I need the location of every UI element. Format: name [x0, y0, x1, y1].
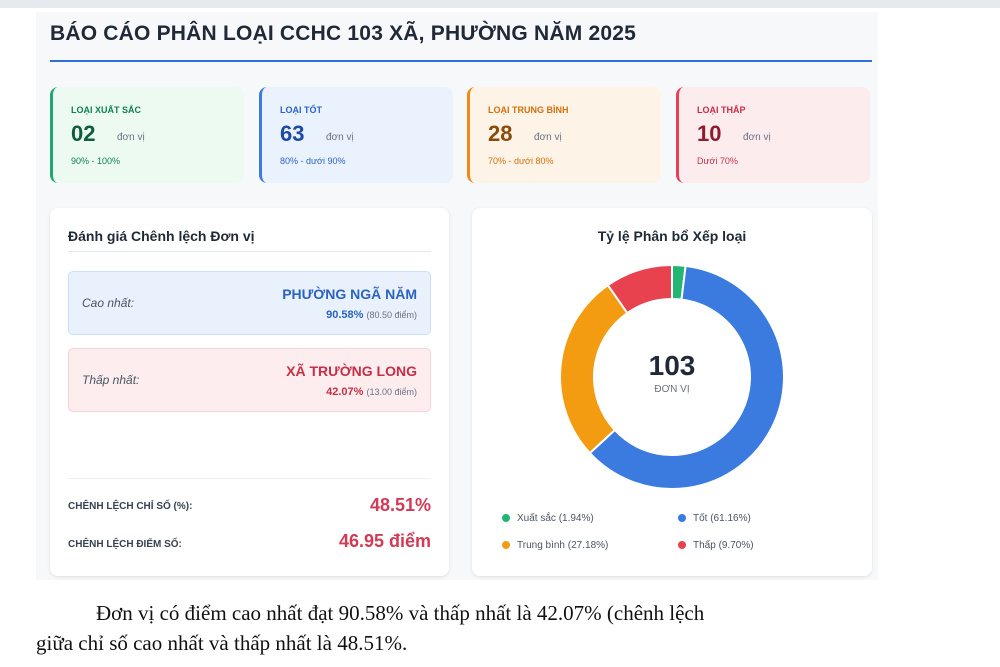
card-trung-binh: LOẠI TRUNG BÌNH 28 đơn vị 70% - dưới 80%: [467, 87, 661, 183]
diff-points-label: CHÊNH LỆCH ĐIỂM SỐ:: [68, 539, 182, 550]
card-tot: LOẠI TỐT 63 đơn vị 80% - dưới 90%: [259, 87, 453, 183]
card-unit: đơn vị: [117, 132, 145, 143]
legend-label: Xuất sắc (1.94%): [517, 513, 594, 524]
card-unit: đơn vị: [326, 132, 354, 143]
legend-dot: [678, 514, 686, 522]
highest-label: Cao nhất:: [82, 296, 135, 310]
card-unit: đơn vị: [534, 132, 562, 143]
report-title: BÁO CÁO PHÂN LOẠI CCHC 103 XÃ, PHƯỜNG NĂ…: [50, 22, 636, 45]
card-range: 70% - dưới 80%: [488, 156, 554, 166]
card-label: LOẠI TRUNG BÌNH: [488, 105, 569, 115]
caption-line-1: Đơn vị có điểm cao nhất đạt 90.58% và th…: [96, 601, 705, 625]
center-total: 103: [649, 350, 696, 381]
report-panel: BÁO CÁO PHÂN LOẠI CCHC 103 XÃ, PHƯỜNG NĂ…: [36, 12, 878, 580]
legend-dot: [502, 541, 510, 549]
divider: [68, 251, 431, 252]
card-label: LOẠI TỐT: [280, 105, 322, 115]
card-unit: đơn vị: [743, 132, 771, 143]
comparison-panel: Đánh giá Chênh lệch Đơn vị Cao nhất: PHƯ…: [50, 208, 449, 576]
donut-slice: [588, 264, 785, 490]
legend-dot: [678, 541, 686, 549]
legend-label: Thấp (9.70%): [693, 540, 754, 551]
legend-dot: [502, 514, 510, 522]
legend-label: Tốt (61.16%): [693, 513, 751, 524]
card-range: 90% - 100%: [71, 156, 121, 166]
divider: [68, 478, 431, 479]
distribution-panel: Tỷ lệ Phân bổ Xếp loại 103 ĐƠN VỊ Xuất s…: [472, 208, 872, 576]
diff-points-value: 46.95 điểm: [338, 531, 431, 551]
card-range: Dưới 70%: [697, 156, 738, 166]
legend-item: Xuất sắc (1.94%): [502, 513, 594, 524]
comparison-title: Đánh giá Chênh lệch Đơn vị: [68, 228, 255, 244]
lowest-score: 42.07% (13.00 điểm): [326, 386, 417, 398]
center-label: ĐƠN VỊ: [654, 384, 689, 395]
lowest-percent: 42.07%: [326, 386, 364, 398]
chart-title: Tỷ lệ Phân bổ Xếp loại: [597, 228, 747, 244]
caption-line-2: giữa chỉ số cao nhất và thấp nhất là 48.…: [36, 631, 408, 655]
donut-chart: 103 ĐƠN VỊ: [559, 263, 785, 490]
diff-index-value: 48.51%: [369, 495, 431, 515]
donut-slice: [606, 263, 673, 315]
top-strip: [0, 0, 1000, 8]
card-value: 10: [697, 121, 722, 146]
highest-percent: 90.58%: [326, 309, 364, 321]
card-value: 02: [71, 121, 96, 146]
legend-item: Trung bình (27.18%): [502, 540, 608, 551]
highest-unit-name: PHƯỜNG NGÃ NĂM: [282, 286, 417, 302]
card-label: LOẠI XUẤT SẮC: [71, 105, 142, 115]
lowest-unit-name: XÃ TRƯỜNG LONG: [286, 363, 417, 379]
card-xuat-sac: LOẠI XUẤT SẮC 02 đơn vị 90% - 100%: [50, 87, 244, 183]
card-thap: LOẠI THẤP 10 đơn vị Dưới 70%: [676, 87, 870, 183]
card-range: 80% - dưới 90%: [280, 156, 346, 166]
card-label: LOẠI THẤP: [697, 105, 746, 115]
card-value: 28: [488, 121, 513, 146]
diff-index-label: CHÊNH LỆCH CHỈ SỐ (%):: [68, 501, 193, 512]
highest-points: (80.50 điểm): [366, 310, 417, 320]
lowest-points: (13.00 điểm): [366, 387, 417, 397]
lowest-label: Thấp nhất:: [82, 373, 140, 387]
highest-unit-box: Cao nhất: PHƯỜNG NGÃ NĂM 90.58% (80.50 đ…: [68, 271, 431, 335]
legend-label: Trung bình (27.18%): [517, 540, 609, 551]
lowest-unit-box: Thấp nhất: XÃ TRƯỜNG LONG 42.07% (13.00 …: [68, 348, 431, 412]
title-underline: [50, 60, 872, 62]
card-value: 63: [280, 121, 305, 146]
highest-score: 90.58% (80.50 điểm): [326, 309, 417, 321]
donut-slice: [559, 283, 629, 455]
legend-item: Tốt (61.16%): [678, 513, 751, 524]
legend-item: Thấp (9.70%): [678, 540, 754, 551]
